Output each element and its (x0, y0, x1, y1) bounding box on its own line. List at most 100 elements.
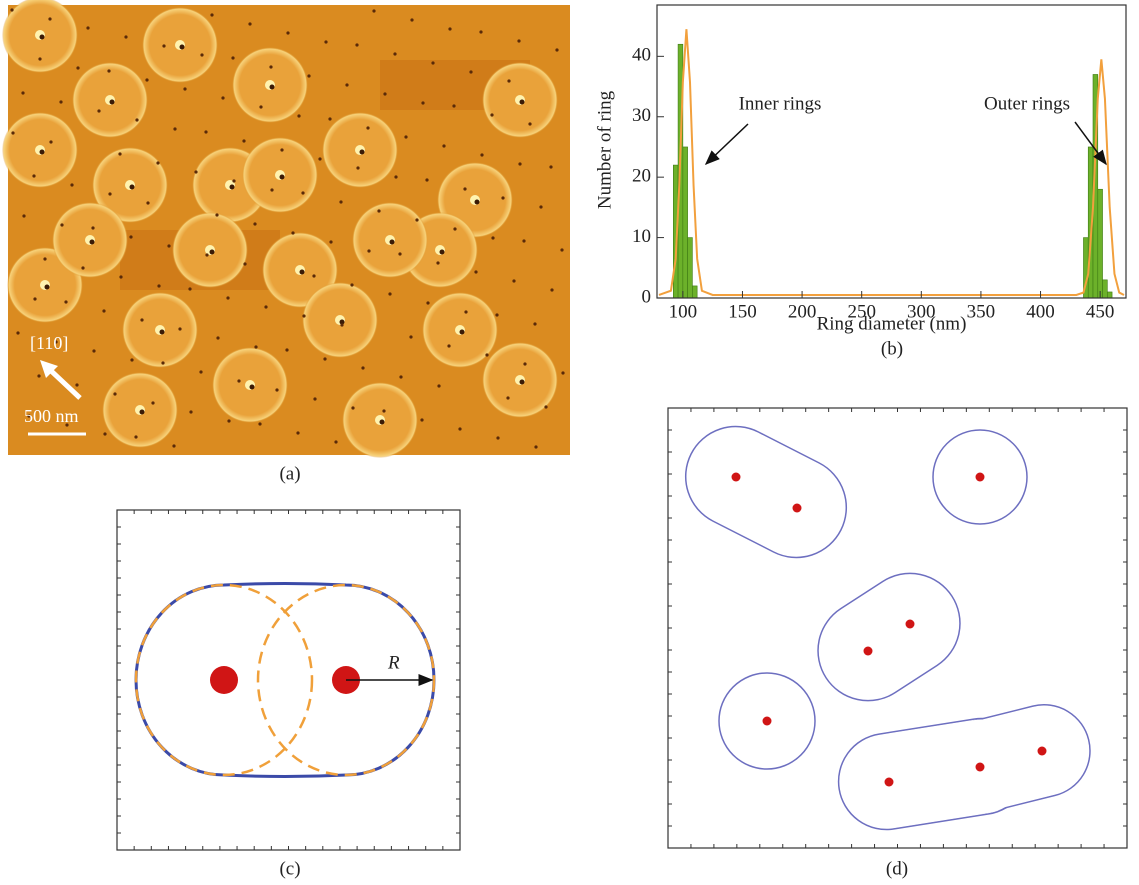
afm-pit (302, 314, 305, 317)
afm-pit (425, 178, 428, 181)
afm-pit (394, 175, 397, 178)
afm-pit (210, 250, 215, 255)
afm-pit (227, 419, 230, 422)
ring-contour (668, 409, 863, 574)
afm-pit (103, 432, 106, 435)
afm-pit (323, 357, 326, 360)
afm-pit (291, 231, 294, 234)
afm-pit (145, 78, 148, 81)
afm-pit (474, 270, 477, 273)
afm-pit (506, 396, 509, 399)
afm-image: [110] 500 nm (2, 0, 570, 458)
afm-pit (301, 191, 304, 194)
afm-pit (178, 327, 181, 330)
afm-pit (11, 131, 14, 134)
afm-pit (485, 353, 488, 356)
annotation: Inner rings (739, 93, 822, 114)
afm-pit (60, 223, 63, 226)
afm-pit (270, 85, 275, 90)
afm-pit (259, 105, 262, 108)
afm-pit (495, 313, 498, 316)
afm-pit (460, 330, 465, 335)
annotation: Outer rings (984, 93, 1070, 114)
afm-pit (380, 420, 385, 425)
afm-pit (296, 431, 299, 434)
afm-pit (237, 379, 240, 382)
afm-pit (86, 26, 89, 29)
y-tick-label: 0 (642, 286, 652, 307)
afm-pit (250, 385, 255, 390)
afm-pit (313, 397, 316, 400)
annotation-arrow (706, 124, 748, 164)
afm-pit (436, 261, 439, 264)
afm-pit (264, 305, 267, 308)
panel-label: (c) (279, 858, 300, 879)
afm-pit (48, 17, 51, 20)
afm-pit (162, 44, 165, 47)
afm-pit (539, 205, 542, 208)
afm-pit (102, 309, 105, 312)
afm-pit (555, 48, 558, 51)
afm-pit (118, 152, 121, 155)
bar (688, 238, 693, 298)
afm-pit (22, 214, 25, 217)
scale-bar-label: 500 nm (24, 406, 79, 426)
nucleus (763, 717, 772, 726)
x-tick-label: 350 (967, 301, 996, 322)
afm-pit (318, 157, 321, 160)
afm-pit (355, 43, 358, 46)
x-tick-label: 400 (1026, 301, 1055, 322)
afm-pit (130, 185, 135, 190)
afm-pit (382, 409, 385, 412)
x-axis-label: Ring diameter (nm) (817, 313, 967, 334)
afm-pit (113, 392, 116, 395)
afm-pit (230, 185, 235, 190)
nucleus (864, 647, 873, 656)
afm-pit (544, 405, 547, 408)
afm-pit (254, 345, 257, 348)
afm-pit (520, 380, 525, 385)
afm-pit (45, 285, 50, 290)
afm-pit (216, 336, 219, 339)
nucleus (976, 763, 985, 772)
afm-pit (156, 161, 159, 164)
afm-pit (32, 174, 35, 177)
afm-pit (151, 401, 154, 404)
afm-pit (173, 127, 176, 130)
bar (683, 147, 688, 298)
nucleus (885, 778, 894, 787)
afm-pit (10, 8, 13, 11)
y-axis-label: Number of ring (594, 90, 615, 209)
afm-pit (76, 66, 79, 69)
afm-pit (367, 249, 370, 252)
afm-pit (129, 235, 132, 238)
nucleus (906, 620, 915, 629)
afm-pit (356, 166, 359, 169)
afm-pit (420, 418, 423, 421)
afm-pit (59, 100, 62, 103)
afm-pit (339, 200, 342, 203)
afm-pit (517, 39, 520, 42)
afm-pit (134, 435, 137, 438)
afm-pit (534, 445, 537, 448)
afm-pit (475, 200, 480, 205)
afm-pit (480, 153, 483, 156)
afm-pit (194, 170, 197, 173)
afm-pit (431, 61, 434, 64)
afm-pit (518, 162, 521, 165)
afm-pit (204, 130, 207, 133)
y-tick-label: 10 (632, 226, 651, 247)
afm-pit (453, 227, 456, 230)
afm-pit (452, 104, 455, 107)
afm-pit (180, 45, 185, 50)
afm-pit (507, 79, 510, 82)
afm-pit (469, 70, 472, 73)
afm-pit (360, 150, 365, 155)
afm-pit (38, 57, 41, 60)
afm-pit (437, 384, 440, 387)
afm-pit (107, 69, 110, 72)
afm-pit (205, 253, 208, 256)
nucleus (1038, 747, 1047, 756)
panel-label: (a) (279, 463, 300, 484)
nucleus (210, 666, 238, 694)
